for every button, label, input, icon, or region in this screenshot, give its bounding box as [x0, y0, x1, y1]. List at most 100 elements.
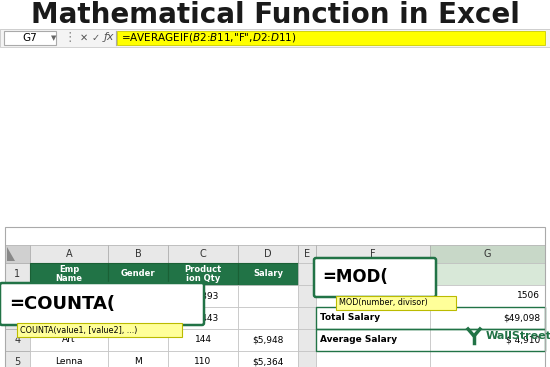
Bar: [430, 263, 545, 285]
Text: $49,098: $49,098: [503, 313, 540, 323]
Text: 1: 1: [14, 269, 20, 279]
FancyBboxPatch shape: [314, 258, 436, 297]
FancyBboxPatch shape: [0, 283, 204, 325]
Polygon shape: [7, 247, 15, 261]
Text: Average Salary: Average Salary: [320, 335, 397, 345]
Text: ▼: ▼: [51, 35, 57, 41]
Bar: [336, 296, 456, 310]
Text: 3: 3: [14, 313, 20, 323]
Bar: [238, 351, 298, 367]
Text: D: D: [264, 249, 272, 259]
Bar: [30, 307, 108, 329]
Bar: [5, 263, 30, 285]
Text: $4,893: $4,893: [188, 291, 219, 301]
Text: Mathematical Function in Excel: Mathematical Function in Excel: [31, 1, 519, 29]
Bar: [117, 31, 545, 45]
Text: =COUNTA(: =COUNTA(: [9, 295, 115, 313]
Bar: [5, 245, 30, 263]
Bar: [430, 351, 545, 367]
Text: $ 4,910: $ 4,910: [506, 335, 540, 345]
Text: ✓: ✓: [92, 33, 100, 43]
Text: Salary: Salary: [253, 269, 283, 279]
Bar: [238, 329, 298, 351]
Bar: [316, 329, 430, 351]
Bar: [30, 351, 108, 367]
Text: MOD(number, divisor): MOD(number, divisor): [339, 298, 428, 308]
Text: $5,948: $5,948: [252, 335, 284, 345]
Bar: [298, 307, 316, 329]
Bar: [30, 245, 108, 263]
Text: B: B: [135, 249, 141, 259]
Bar: [5, 307, 30, 329]
Bar: [298, 351, 316, 367]
Bar: [168, 329, 238, 351]
Bar: [0, 29, 550, 47]
Bar: [316, 263, 430, 285]
Bar: [108, 351, 168, 367]
Text: G: G: [484, 249, 491, 259]
Text: $5,443: $5,443: [188, 313, 219, 323]
Bar: [5, 351, 30, 367]
Text: Total Salary: Total Salary: [320, 313, 380, 323]
Bar: [0, 29, 550, 47]
Text: =AVERAGEIF($B$2:$B$11,"F",$D$2:$D$11): =AVERAGEIF($B$2:$B$11,"F",$D$2:$D$11): [121, 32, 296, 44]
Bar: [108, 329, 168, 351]
Bar: [108, 285, 168, 307]
Text: E: E: [304, 249, 310, 259]
Bar: [298, 285, 316, 307]
Text: 0: 0: [135, 313, 141, 323]
Bar: [30, 285, 108, 307]
Text: Lenna: Lenna: [55, 357, 82, 367]
Text: ƒx: ƒx: [104, 32, 114, 42]
Bar: [168, 307, 238, 329]
Text: 4: 4: [135, 291, 141, 301]
Bar: [430, 245, 545, 263]
Bar: [430, 285, 545, 307]
Bar: [238, 307, 298, 329]
Text: =MOD(: =MOD(: [322, 269, 388, 287]
Bar: [17, 323, 182, 337]
Bar: [430, 307, 545, 329]
Bar: [168, 263, 238, 285]
Bar: [316, 307, 430, 329]
Bar: [238, 285, 298, 307]
Bar: [316, 329, 545, 351]
Text: F: F: [370, 249, 376, 259]
Bar: [238, 263, 298, 285]
Bar: [316, 245, 430, 263]
Text: 1506: 1506: [517, 291, 540, 301]
Bar: [316, 351, 430, 367]
Bar: [298, 329, 316, 351]
Bar: [30, 263, 108, 285]
Text: G7: G7: [23, 33, 37, 43]
Bar: [168, 245, 238, 263]
Text: $5,364: $5,364: [252, 357, 284, 367]
Bar: [4, 31, 56, 45]
Text: 2: 2: [14, 291, 21, 301]
Bar: [168, 285, 238, 307]
Text: 4: 4: [14, 335, 20, 345]
Bar: [108, 245, 168, 263]
Text: A: A: [65, 249, 72, 259]
Text: M: M: [134, 357, 142, 367]
Text: ✕: ✕: [80, 33, 88, 43]
Text: Emp
Name: Emp Name: [56, 265, 82, 283]
Bar: [108, 263, 168, 285]
Bar: [316, 307, 545, 329]
Bar: [5, 329, 30, 351]
Text: C: C: [200, 249, 206, 259]
Bar: [30, 329, 108, 351]
Bar: [298, 263, 316, 285]
Text: COUNTA(value1, [value2], ...): COUNTA(value1, [value2], ...): [20, 326, 138, 334]
Text: 144: 144: [195, 335, 212, 345]
Bar: [108, 307, 168, 329]
Bar: [5, 227, 545, 367]
Bar: [5, 285, 30, 307]
Bar: [298, 245, 316, 263]
Text: 110: 110: [194, 357, 212, 367]
Text: Art: Art: [62, 335, 76, 345]
Bar: [316, 285, 430, 307]
Text: 5: 5: [14, 357, 21, 367]
Bar: [238, 245, 298, 263]
Bar: [168, 351, 238, 367]
